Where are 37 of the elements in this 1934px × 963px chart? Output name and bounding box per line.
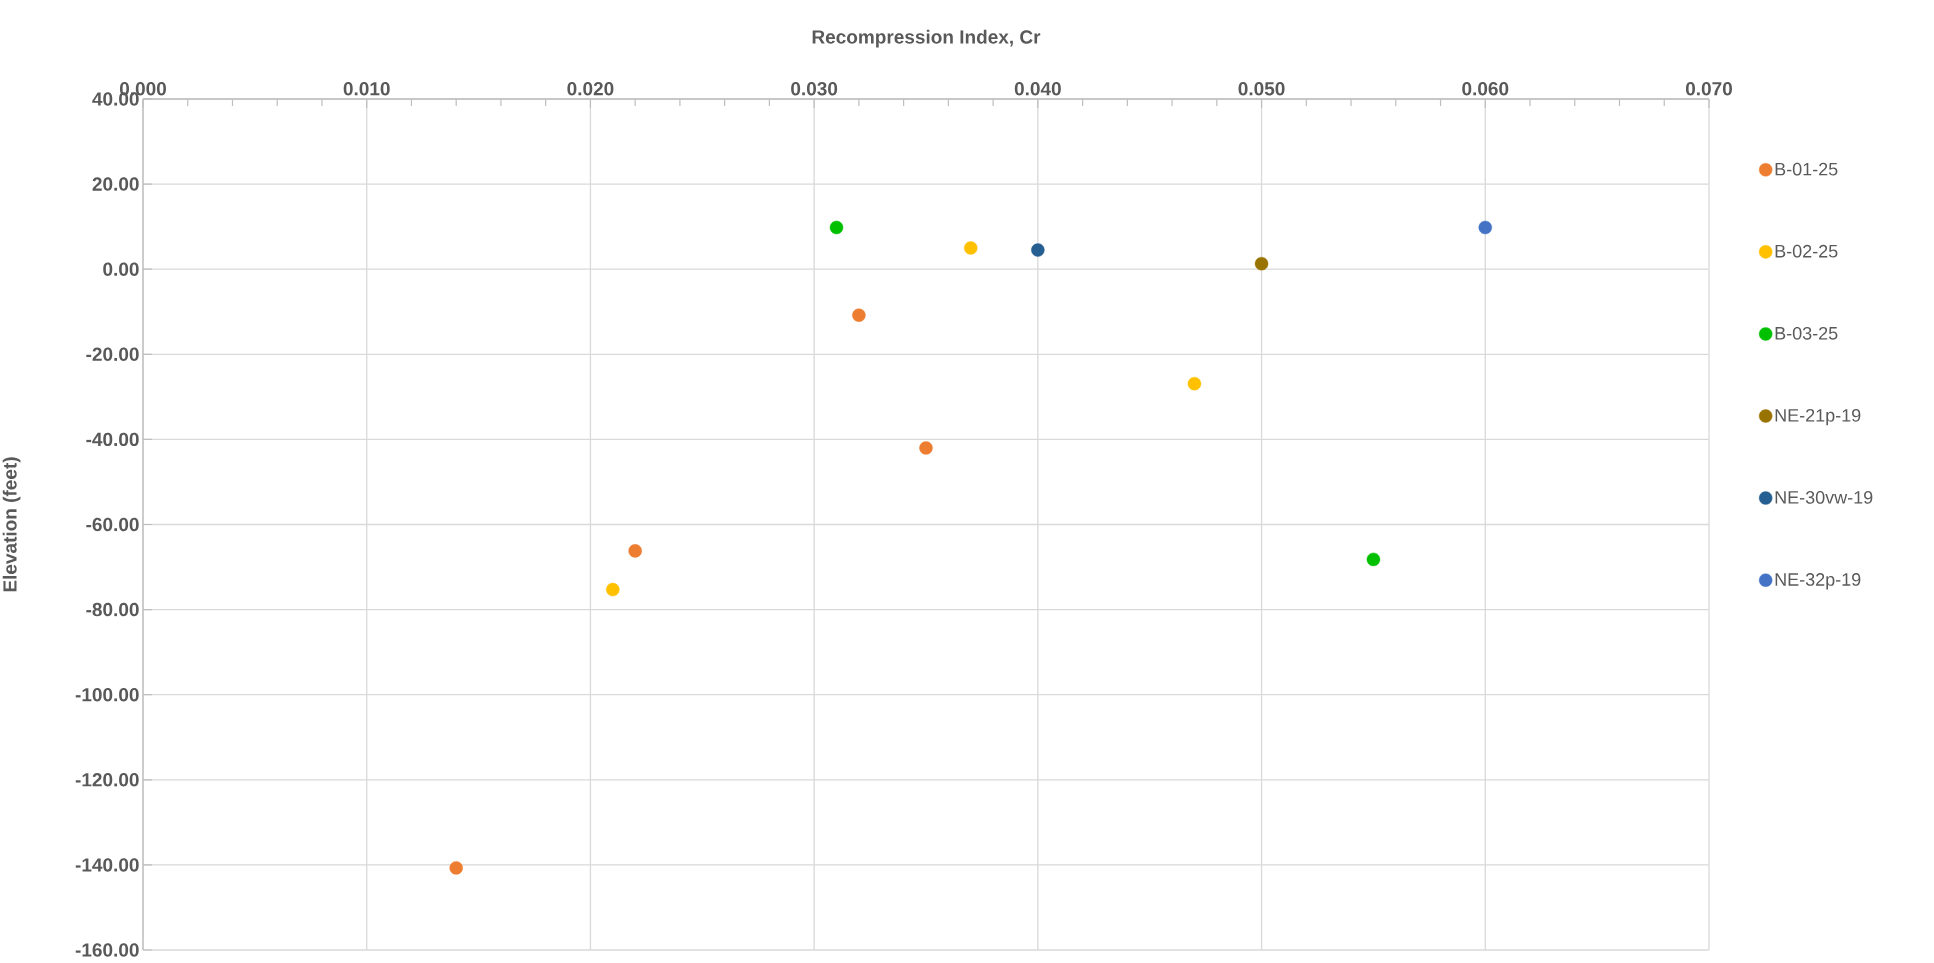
y-tick-label: -100.00 (75, 687, 139, 702)
point (1254, 256, 1269, 271)
point (852, 308, 866, 322)
point (964, 241, 978, 255)
y-tick-label: -120.00 (75, 773, 139, 787)
y-tick-label: -20.00 (86, 347, 139, 362)
point (1478, 220, 1492, 235)
legend-label: B-01-25 (1775, 162, 1838, 176)
y-tick-label: -140.00 (75, 858, 139, 872)
y-tick-label: -60.00 (86, 517, 139, 532)
point (1031, 243, 1045, 257)
x-tick-label: 0.010 (343, 82, 390, 96)
legend-label: B-02-25 (1775, 244, 1838, 258)
x-tick-label: 0.030 (791, 81, 838, 96)
point (1187, 376, 1202, 391)
legend-label: NE-21p-19 (1775, 408, 1861, 426)
point (829, 220, 844, 235)
point (449, 861, 463, 875)
y-tick-label: -160.00 (75, 943, 139, 957)
x-axis-title: Recompression Index, Cr (812, 29, 1041, 48)
x-tick-label: 0.050 (1238, 82, 1285, 96)
point (606, 582, 620, 597)
y-tick-label: 0.00 (103, 262, 139, 276)
legend-label: NE-32p-19 (1775, 573, 1861, 590)
point (919, 441, 933, 455)
y-tick-label: -80.00 (86, 602, 139, 617)
legend-label: B-03-25 (1775, 326, 1838, 340)
y-axis-title: Elevation (feet) (2, 457, 21, 592)
y-tick-label: 20.00 (92, 177, 139, 191)
x-tick-label: 0.020 (567, 82, 614, 96)
y-tick-label: -40.00 (86, 432, 139, 447)
x-tick-label: 0.040 (1014, 82, 1061, 96)
x-tick-label: 0.070 (1685, 82, 1732, 96)
legend-label: NE-30vw-19 (1775, 491, 1873, 504)
point (1366, 552, 1381, 567)
point (628, 544, 642, 558)
x-tick-label: 0.060 (1462, 82, 1509, 96)
